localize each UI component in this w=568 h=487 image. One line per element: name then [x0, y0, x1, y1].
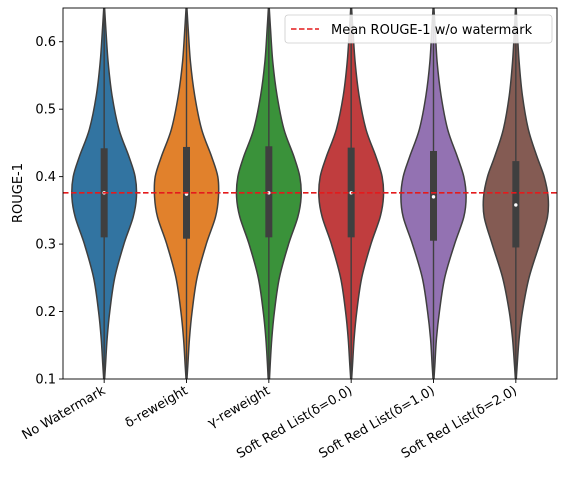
violin-median-dot — [431, 195, 436, 199]
violins-layer — [71, 8, 550, 379]
y-axis-label: ROUGE-1 — [11, 163, 26, 223]
y-tick-label: 0.6 — [35, 35, 56, 50]
y-tick-label: 0.3 — [35, 238, 56, 253]
y-tick-label: 0.5 — [35, 103, 56, 118]
y-tick-label: 0.1 — [35, 373, 56, 388]
x-tick-label: No Watermark — [20, 383, 109, 443]
y-tick-label: 0.4 — [35, 170, 56, 185]
y-axis: 0.1 0.2 0.3 0.4 0.5 0.6 — [35, 35, 63, 388]
legend-label: Mean ROUGE-1 w/o watermark — [331, 23, 533, 38]
legend-box — [284, 14, 553, 44]
violin-median-dot — [267, 191, 271, 195]
legend: Mean ROUGE-1 w/o watermark — [284, 14, 553, 44]
violin-median-dot — [514, 203, 518, 207]
y-tick-label: 0.2 — [35, 305, 56, 320]
x-tick-label: δ-reweight — [123, 383, 191, 431]
plot-frame — [62, 7, 558, 380]
x-tick-label: γ-reweight — [205, 383, 272, 431]
